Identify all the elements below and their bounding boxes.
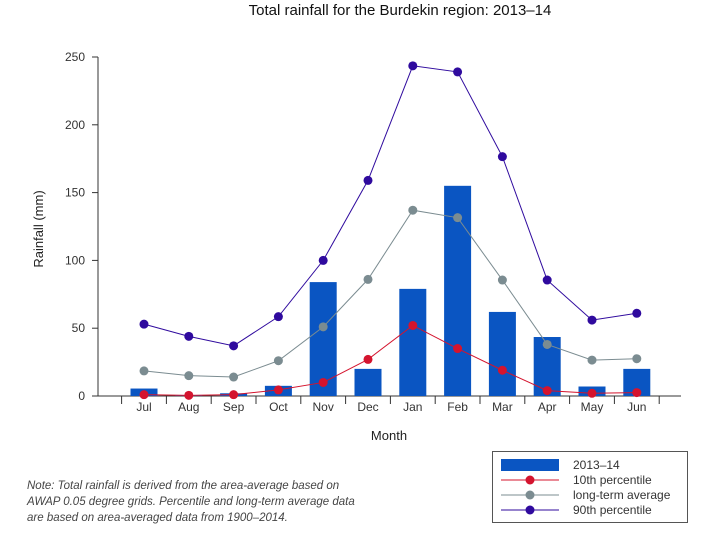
chart-note: Note: Total rainfall is derived from the…: [27, 478, 387, 526]
chart-legend: 2013–14 10th percentile long-term averag…: [492, 451, 688, 523]
point-long-term-average-oct: [273, 356, 283, 366]
point-long-term-average-jun: [632, 354, 642, 364]
line-long-term-average: [143, 209, 637, 378]
point-10th-percentile-feb: [453, 344, 463, 354]
y-tick-label: 100: [65, 253, 85, 267]
legend-bar-swatch: [501, 459, 559, 471]
point-long-term-average-mar: [497, 275, 507, 285]
point-10th-percentile-jul: [139, 390, 149, 400]
point-90th-percentile-dec: [363, 175, 373, 185]
point-10th-percentile-apr: [542, 386, 552, 396]
point-10th-percentile-aug: [184, 390, 194, 400]
x-tick-label: Sep: [223, 400, 245, 414]
bar-nov: [309, 282, 337, 396]
line-10th-percentile: [143, 324, 637, 396]
point-90th-percentile-aug: [184, 331, 194, 341]
legend-label-2013-14: 2013–14: [573, 458, 620, 472]
bars-2013-14: [130, 185, 651, 396]
point-10th-percentile-dec: [363, 354, 373, 364]
y-axis-label: Rainfall (mm): [31, 190, 46, 267]
point-long-term-average-nov: [318, 322, 328, 332]
point-10th-percentile-nov: [318, 377, 328, 387]
point-10th-percentile-oct: [273, 385, 283, 395]
legend-item-long-term-average: long-term average: [493, 488, 689, 502]
point-10th-percentile-jan: [408, 320, 418, 330]
x-tick-label: Aug: [178, 400, 199, 414]
x-tick-label: Oct: [269, 400, 288, 414]
y-tick-label: 0: [78, 389, 85, 403]
bar-dec: [354, 368, 382, 396]
point-10th-percentile-jun: [632, 388, 642, 398]
point-90th-percentile-feb: [453, 67, 463, 77]
point-90th-percentile-jul: [139, 319, 149, 329]
chart-title: Total rainfall for the Burdekin region: …: [248, 2, 552, 19]
point-90th-percentile-jan: [408, 61, 418, 71]
legend-item-2013-14: 2013–14: [493, 458, 689, 472]
x-tick-label: Mar: [492, 400, 513, 414]
legend-90th-swatch: [501, 505, 559, 515]
point-10th-percentile-sep: [229, 390, 239, 400]
bar-jan: [399, 288, 427, 396]
legend-item-90th-percentile: 90th percentile: [493, 503, 689, 517]
bar-mar: [488, 311, 516, 396]
y-tick-label: 250: [65, 50, 85, 64]
y-tick-label: 50: [72, 321, 86, 335]
x-tick-label: Jul: [136, 400, 151, 414]
point-long-term-average-feb: [453, 213, 463, 223]
x-tick-label: Dec: [357, 400, 378, 414]
x-axis-label: Month: [371, 428, 407, 443]
x-tick-label: Nov: [313, 400, 334, 414]
point-10th-percentile-may: [587, 388, 597, 398]
x-tick-label: Jan: [403, 400, 422, 414]
legend-label-90th-percentile: 90th percentile: [573, 503, 652, 517]
point-90th-percentile-may: [587, 315, 597, 325]
point-long-term-average-jan: [408, 205, 418, 215]
x-tick-label: Jun: [627, 400, 646, 414]
series-10th-percentile: [139, 320, 642, 400]
point-long-term-average-may: [587, 355, 597, 365]
point-90th-percentile-apr: [542, 275, 552, 285]
y-tick-label: 150: [65, 186, 85, 200]
point-10th-percentile-mar: [497, 365, 507, 375]
point-90th-percentile-mar: [497, 152, 507, 162]
point-90th-percentile-nov: [318, 255, 328, 265]
percentile-lines: [139, 61, 642, 400]
series-long-term-average: [139, 205, 642, 382]
point-long-term-average-sep: [229, 372, 239, 382]
point-long-term-average-dec: [363, 274, 373, 284]
point-long-term-average-aug: [184, 371, 194, 381]
note-line-3: are based on area-averaged data from 190…: [27, 512, 288, 524]
legend-label-long-term-average: long-term average: [573, 488, 671, 502]
point-long-term-average-jul: [139, 366, 149, 376]
legend-average-swatch: [501, 490, 559, 500]
y-tick-label: 200: [65, 118, 85, 132]
x-tick-label: Apr: [538, 400, 557, 414]
y-axis: 0 50 100 150 200 250: [65, 50, 99, 403]
note-line-2: AWAP 0.05 degree grids. Percentile and l…: [27, 496, 355, 508]
x-tick-label: Feb: [447, 400, 468, 414]
point-90th-percentile-jun: [632, 308, 642, 318]
note-line-1: Note: Total rainfall is derived from the…: [27, 480, 340, 492]
legend-10th-swatch: [501, 475, 559, 485]
point-90th-percentile-sep: [229, 341, 239, 351]
x-tick-label: May: [581, 400, 604, 414]
point-long-term-average-apr: [542, 339, 552, 349]
legend-label-10th-percentile: 10th percentile: [573, 473, 652, 487]
x-axis: Jul Aug Sep Oct Nov Dec Jan Feb Mar Apr May Jun: [98, 395, 681, 414]
line-90th-percentile: [143, 65, 637, 347]
series-90th-percentile: [139, 61, 642, 351]
legend-item-10th-percentile: 10th percentile: [493, 473, 689, 487]
point-90th-percentile-oct: [273, 312, 283, 322]
